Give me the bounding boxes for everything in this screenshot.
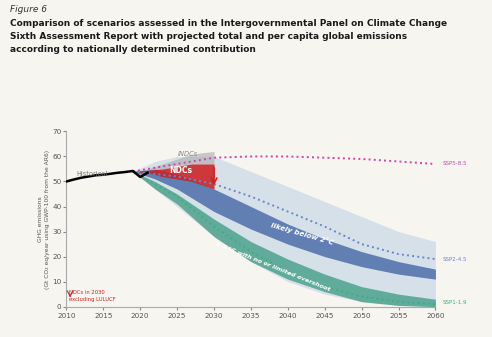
Text: according to nationally determined contribution: according to nationally determined contr… bbox=[10, 45, 256, 55]
Text: Comparison of scenarios assessed in the Intergovernmental Panel on Climate Chang: Comparison of scenarios assessed in the … bbox=[10, 19, 447, 28]
Text: Sixth Assessment Report with projected total and per capita global emissions: Sixth Assessment Report with projected t… bbox=[10, 32, 407, 41]
Text: Historical: Historical bbox=[77, 171, 108, 177]
Text: NDCs in 2030
excluding LULUCF: NDCs in 2030 excluding LULUCF bbox=[68, 290, 116, 302]
Text: Figure 6: Figure 6 bbox=[10, 5, 47, 14]
Text: SSP2-4.5: SSP2-4.5 bbox=[443, 256, 467, 262]
Text: 1.5 °C with no or limited overshoot: 1.5 °C with no or limited overshoot bbox=[215, 241, 331, 292]
Text: SSP1-1.9: SSP1-1.9 bbox=[443, 300, 467, 305]
Text: likely below 2°C: likely below 2°C bbox=[270, 222, 335, 246]
Text: INDCs: INDCs bbox=[178, 151, 198, 157]
Text: NDCs: NDCs bbox=[169, 166, 192, 175]
Y-axis label: GHG emissions
(Gt CO₂ eq/year using GWP-100 from the AR6): GHG emissions (Gt CO₂ eq/year using GWP-… bbox=[38, 150, 50, 288]
Text: SSP5-8.5: SSP5-8.5 bbox=[443, 161, 467, 166]
